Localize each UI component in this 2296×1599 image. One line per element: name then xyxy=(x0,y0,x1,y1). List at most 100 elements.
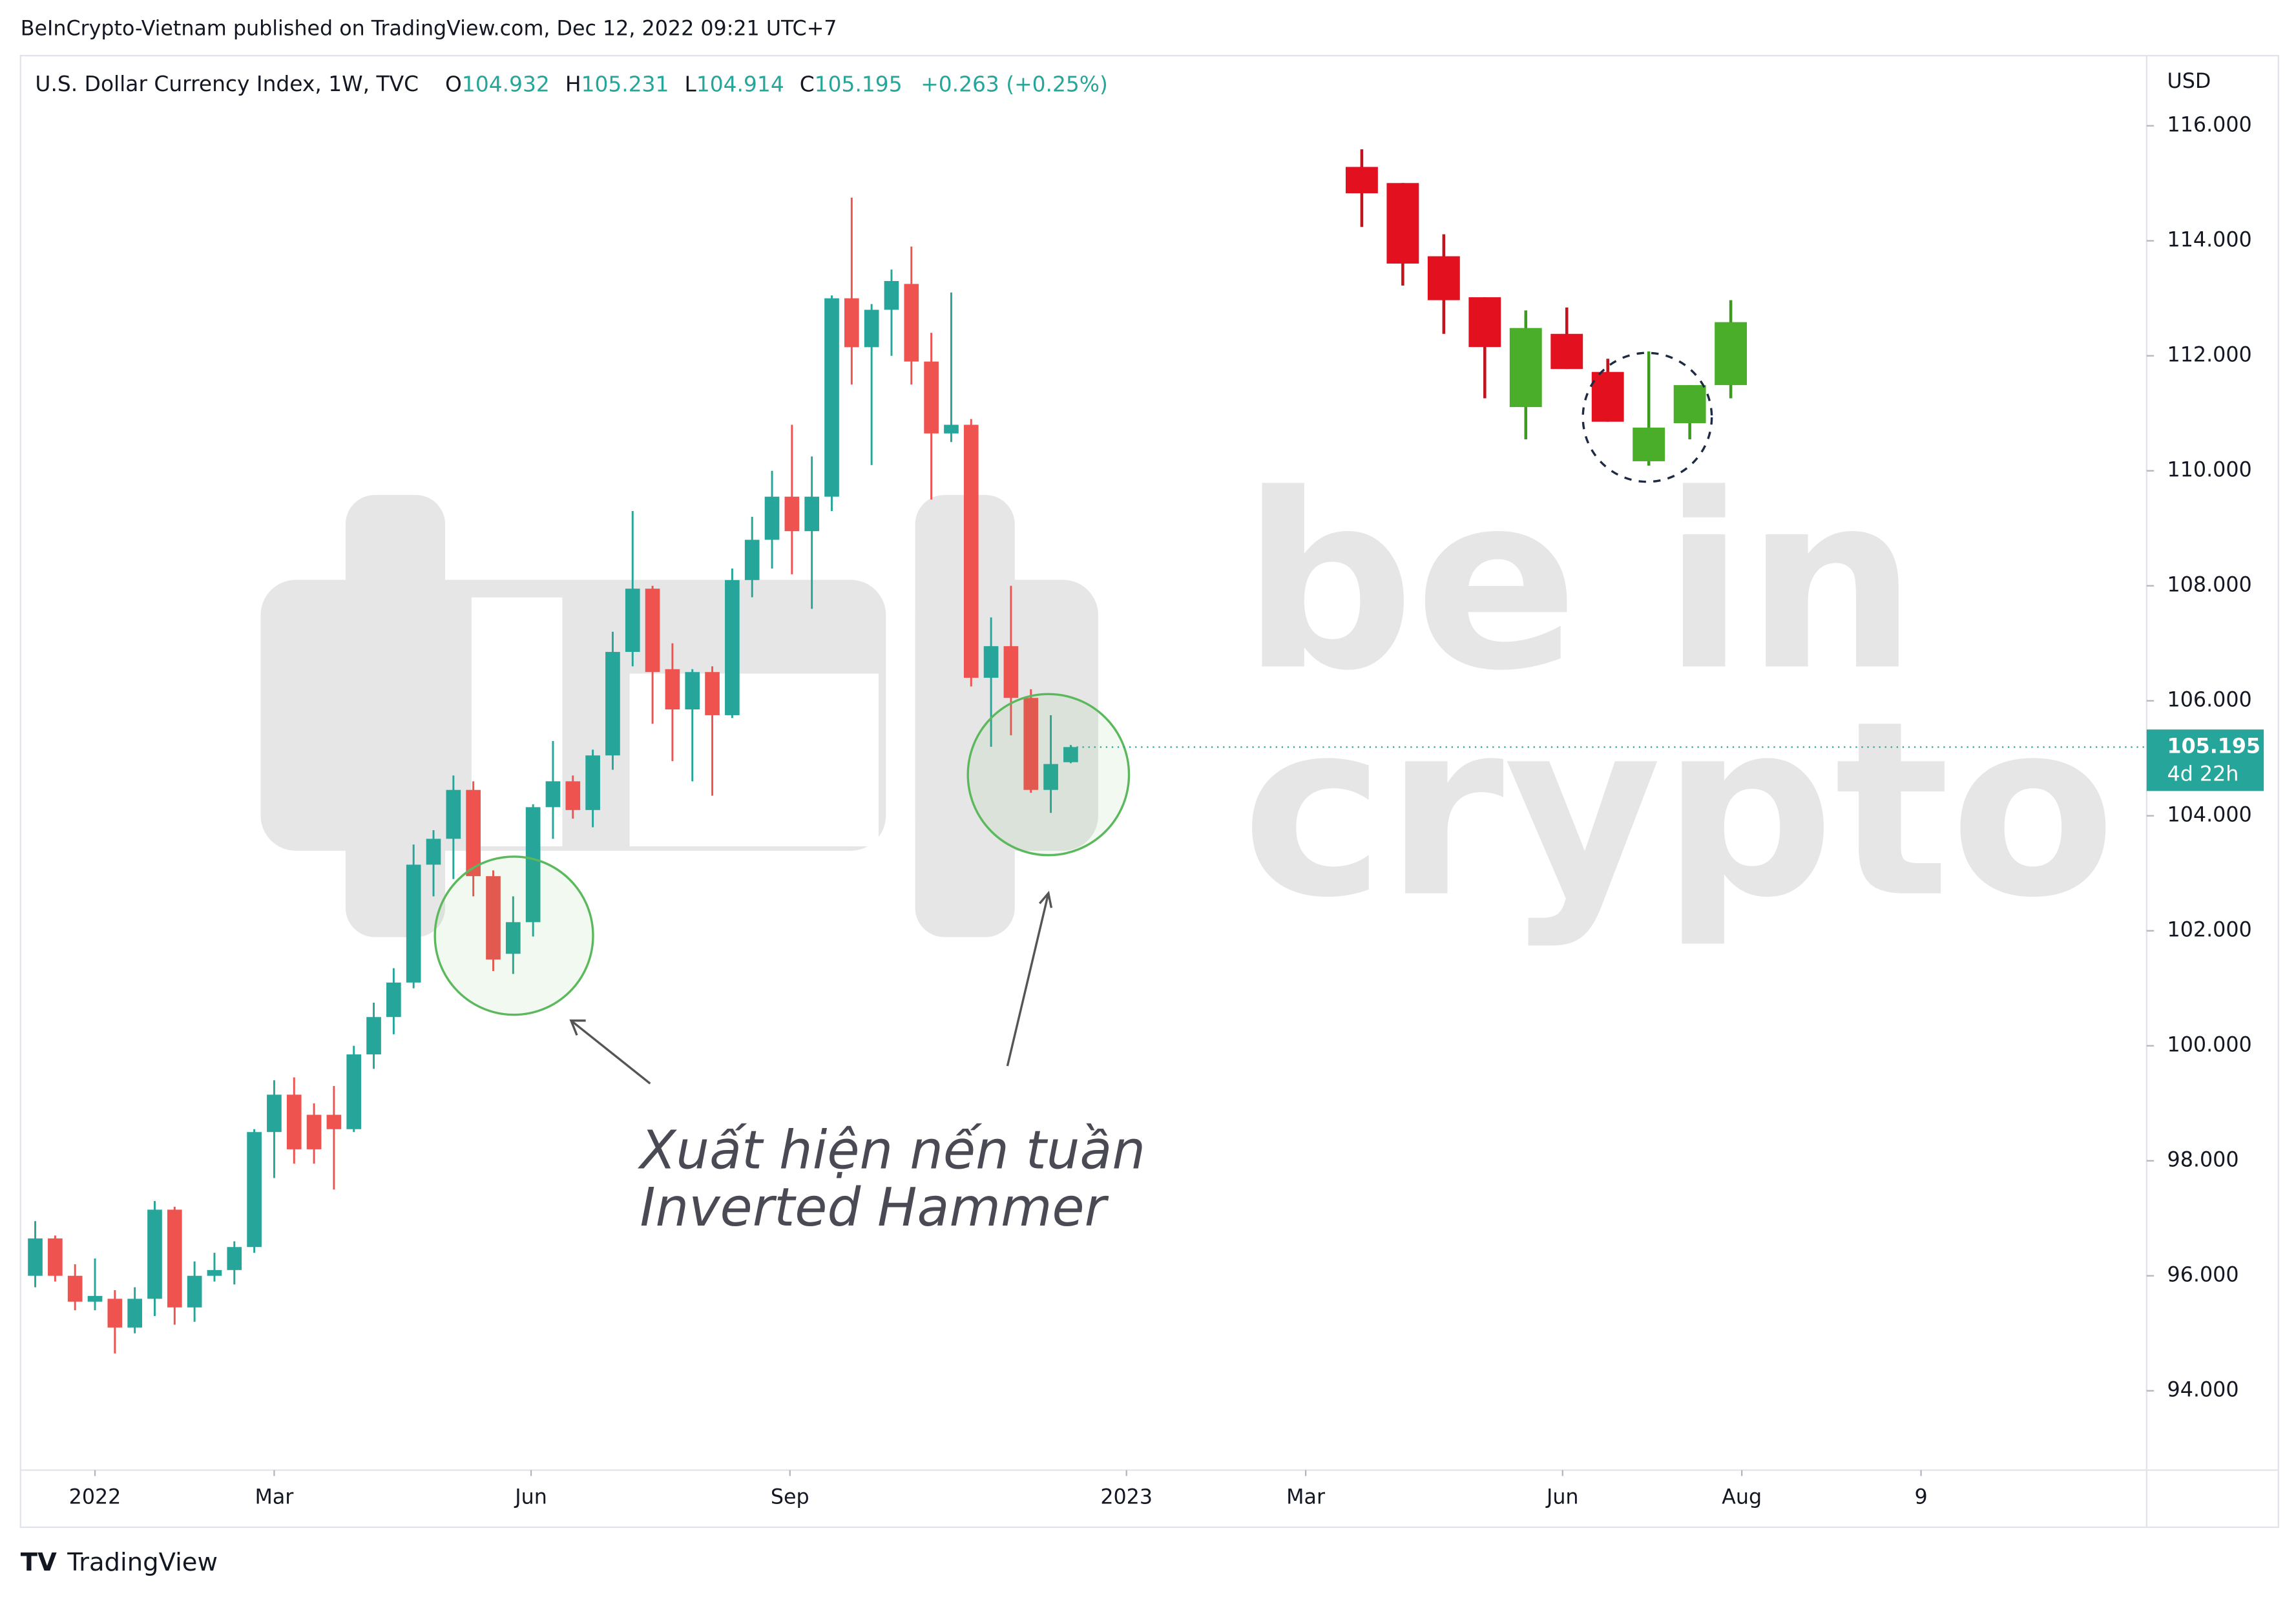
change: +0.263 (+0.25%) xyxy=(921,71,1108,96)
y-tick-label: 98.000 xyxy=(2167,1149,2239,1172)
candle-body xyxy=(346,1054,362,1129)
y-tick-label: 112.000 xyxy=(2167,344,2252,367)
candle-body xyxy=(386,982,401,1018)
candle-body xyxy=(944,424,959,434)
candle-body xyxy=(147,1209,162,1299)
x-tick-label: 9 xyxy=(1914,1486,1927,1509)
candle-body xyxy=(585,755,600,810)
candle-body xyxy=(227,1247,242,1270)
candle-body xyxy=(1063,747,1078,762)
candle-body xyxy=(705,672,720,715)
x-tick-label: Jun xyxy=(1545,1486,1579,1509)
candles xyxy=(28,197,1078,1353)
candle-body xyxy=(167,1209,182,1308)
x-tick-label: 2023 xyxy=(1100,1486,1153,1509)
candle-body xyxy=(67,1275,83,1302)
symbol: U.S. Dollar Currency Index, 1W, TVC xyxy=(35,71,419,96)
ohlc-legend: O104.932 H105.231 L104.914 C105.195 +0.2… xyxy=(445,71,1108,96)
candle-body xyxy=(306,1114,322,1149)
candle-body xyxy=(326,1114,342,1129)
candle-body xyxy=(446,789,461,839)
label: L xyxy=(685,71,697,96)
annotation: Xuất hiện nến tuần xyxy=(637,1120,1145,1181)
candle-body xyxy=(187,1275,202,1308)
y-tick-label: 100.000 xyxy=(2167,1034,2252,1057)
candle-body xyxy=(525,807,541,923)
candle-body xyxy=(625,589,640,653)
logo: TV xyxy=(21,1548,57,1577)
candle-body xyxy=(983,646,999,678)
y-tick-label: 96.000 xyxy=(2167,1264,2239,1287)
arrows xyxy=(569,890,1053,1085)
candle-body xyxy=(406,864,421,983)
x-tick-label: Mar xyxy=(255,1486,294,1509)
candle-body xyxy=(645,589,660,673)
value: 104.914 xyxy=(696,71,784,96)
countdown: 4d 22h xyxy=(2167,762,2239,786)
candle-body xyxy=(1023,698,1039,790)
candle-body xyxy=(744,539,760,580)
x-tick-label: Aug xyxy=(1722,1486,1762,1509)
candle-body xyxy=(764,496,780,540)
candle-body xyxy=(366,1017,381,1055)
y-tick-label: 94.000 xyxy=(2167,1379,2239,1402)
candle-body xyxy=(505,922,521,954)
x-tick-label: Sep xyxy=(771,1486,809,1509)
candle-body xyxy=(207,1270,222,1276)
candle-body xyxy=(725,580,740,715)
last-price: 105.195 xyxy=(2167,735,2260,758)
candle-body xyxy=(247,1132,262,1248)
candle-body xyxy=(565,781,581,810)
candle-body xyxy=(804,496,820,532)
candle-body xyxy=(466,789,481,877)
candle-body xyxy=(486,876,501,960)
y-tick-label: 116.000 xyxy=(2167,114,2252,137)
candle-body xyxy=(924,361,939,434)
candle-body xyxy=(1003,646,1019,698)
candle-body xyxy=(605,652,620,756)
last-price-tag xyxy=(2146,729,2264,791)
candle-body xyxy=(545,781,561,808)
published-line: BeInCrypto-Vietnam published on TradingV… xyxy=(21,17,837,40)
footer: TradingView xyxy=(67,1548,218,1577)
annotation: Inverted Hammer xyxy=(640,1177,1109,1238)
candle-body xyxy=(784,496,800,532)
y-tick-label: 104.000 xyxy=(2167,804,2252,827)
candle-body xyxy=(127,1299,142,1328)
candle-body xyxy=(824,298,839,497)
y-tick-label: 108.000 xyxy=(2167,574,2252,597)
frame xyxy=(19,54,2279,1529)
pattern-illustration xyxy=(1345,149,1748,483)
candle-body xyxy=(426,839,441,865)
candle-body xyxy=(107,1299,123,1328)
value: 105.231 xyxy=(581,71,669,96)
candle-body xyxy=(864,309,879,348)
watermark-text: crypto xyxy=(1242,670,2116,951)
x-tick-label: 2022 xyxy=(69,1486,121,1509)
y-tick-label: 106.000 xyxy=(2167,689,2252,712)
candle-body xyxy=(844,298,859,348)
candle-body xyxy=(904,284,919,362)
candle-body xyxy=(1043,764,1058,790)
label: H xyxy=(565,71,581,96)
watermark-text: be in xyxy=(1242,443,1917,724)
value: 105.195 xyxy=(815,71,903,96)
y-tick-label: 110.000 xyxy=(2167,459,2252,482)
candle-body xyxy=(48,1238,63,1276)
y-tick-label: 114.000 xyxy=(2167,229,2252,252)
x-tick-label: Jun xyxy=(514,1486,547,1509)
label: C xyxy=(800,71,815,96)
label: O xyxy=(445,71,462,96)
candle-body xyxy=(963,424,979,678)
candle-body xyxy=(28,1238,43,1276)
candle-body xyxy=(87,1295,103,1302)
value: 104.932 xyxy=(462,71,550,96)
candle-body xyxy=(685,672,700,710)
highlight-circles xyxy=(433,693,1131,1016)
candle-body xyxy=(665,669,680,710)
y-tick-label: 102.000 xyxy=(2167,919,2252,942)
candle-body xyxy=(884,281,899,310)
currency: USD xyxy=(2167,70,2211,93)
